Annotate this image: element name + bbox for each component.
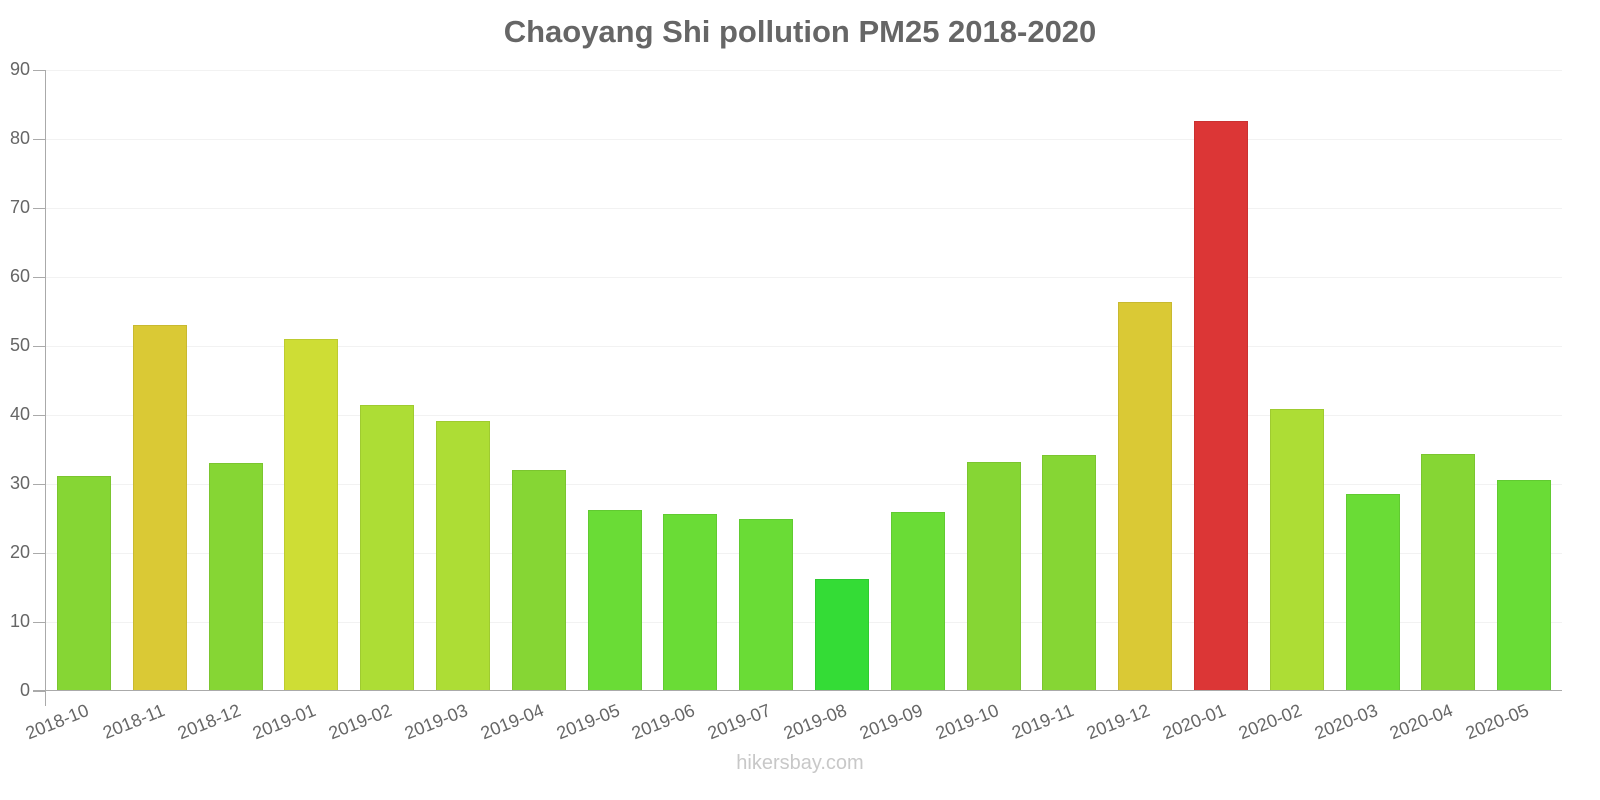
bar-2019-07[interactable] (739, 518, 794, 691)
x-tick-label: 2019-07 (704, 700, 774, 744)
y-tick-mark (33, 277, 45, 278)
bar-2020-05[interactable] (1497, 479, 1552, 691)
bar-2018-10[interactable] (56, 476, 111, 691)
watermark-footer[interactable]: hikersbay.com (736, 752, 864, 774)
x-tick-label: 2019-02 (325, 700, 395, 744)
y-tick-mark (33, 622, 45, 623)
bar-2019-11[interactable] (1042, 455, 1097, 691)
bar-2018-11[interactable] (132, 324, 187, 691)
y-tick-label: 90 (9, 59, 30, 79)
y-tick-label: 30 (9, 473, 30, 493)
gridline (46, 277, 1562, 278)
x-tick-label: 2020-01 (1159, 700, 1229, 744)
x-tick-label: 2019-09 (856, 700, 926, 744)
x-tick-label: 2019-04 (477, 700, 547, 744)
y-tick-mark (33, 691, 45, 692)
y-tick-mark (33, 70, 45, 71)
bar-2019-04[interactable] (511, 469, 566, 691)
x-tick-label: 2018-12 (174, 700, 243, 744)
x-tick-label: 2019-05 (553, 700, 622, 744)
y-tick-mark (33, 553, 45, 554)
gridline (46, 208, 1562, 209)
y-tick-label: 40 (9, 404, 30, 424)
gridline (46, 553, 1562, 554)
y-tick-label: 10 (9, 611, 30, 631)
bar-2019-05[interactable] (587, 510, 642, 691)
gridline (46, 622, 1562, 623)
y-tick-mark (33, 415, 45, 416)
bar-2020-01[interactable] (1193, 121, 1248, 691)
bar-2019-01[interactable] (284, 339, 339, 691)
x-tick-label: 2019-12 (1083, 700, 1153, 744)
x-axis-line (33, 690, 1562, 691)
gridline (46, 70, 1562, 71)
x-tick-label: 2019-11 (1009, 700, 1077, 743)
x-tick-label: 2020-02 (1235, 700, 1305, 744)
x-tick-label: 2019-03 (401, 700, 471, 744)
y-tick-label: 0 (19, 680, 30, 700)
bar-2019-12[interactable] (1118, 301, 1173, 691)
y-tick-label: 80 (9, 128, 30, 148)
bar-2020-02[interactable] (1269, 409, 1324, 691)
bar-2018-12[interactable] (208, 463, 263, 691)
x-tick-label: 2020-05 (1462, 700, 1532, 744)
gridline (46, 415, 1562, 416)
y-tick-mark (33, 346, 45, 347)
x-tick-label: 2020-03 (1311, 700, 1380, 744)
y-tick-label: 50 (9, 335, 30, 355)
y-tick-label: 60 (9, 266, 30, 286)
y-tick-label: 70 (9, 197, 30, 217)
y-tick-mark (33, 484, 45, 485)
bar-2020-04[interactable] (1421, 454, 1476, 691)
x-tick-label: 2019-01 (250, 700, 319, 744)
x-tick-label: 2020-04 (1387, 700, 1456, 744)
bar-2019-03[interactable] (435, 421, 490, 691)
x-tick-label: 2019-06 (629, 700, 698, 744)
bar-2019-02[interactable] (360, 405, 415, 691)
bar-2019-09[interactable] (890, 512, 945, 691)
bar-2019-10[interactable] (966, 461, 1021, 691)
y-axis-line (45, 70, 46, 706)
gridline (46, 346, 1562, 347)
y-tick-mark (33, 139, 45, 140)
gridline (46, 139, 1562, 140)
x-tick-label: 2019-10 (932, 700, 1001, 744)
gridline (46, 484, 1562, 485)
x-tick-label: 2019-08 (780, 700, 850, 744)
bar-2019-06[interactable] (663, 513, 718, 691)
chart-title: Chaoyang Shi pollution PM25 2018-2020 (503, 14, 1097, 49)
y-tick-mark (33, 208, 45, 209)
bar-2020-03[interactable] (1345, 494, 1400, 691)
x-tick-label: 2018-11 (99, 700, 168, 743)
y-tick-label: 20 (9, 542, 30, 562)
x-tick-label: 2018-10 (22, 700, 92, 744)
bar-2019-08[interactable] (814, 579, 869, 691)
